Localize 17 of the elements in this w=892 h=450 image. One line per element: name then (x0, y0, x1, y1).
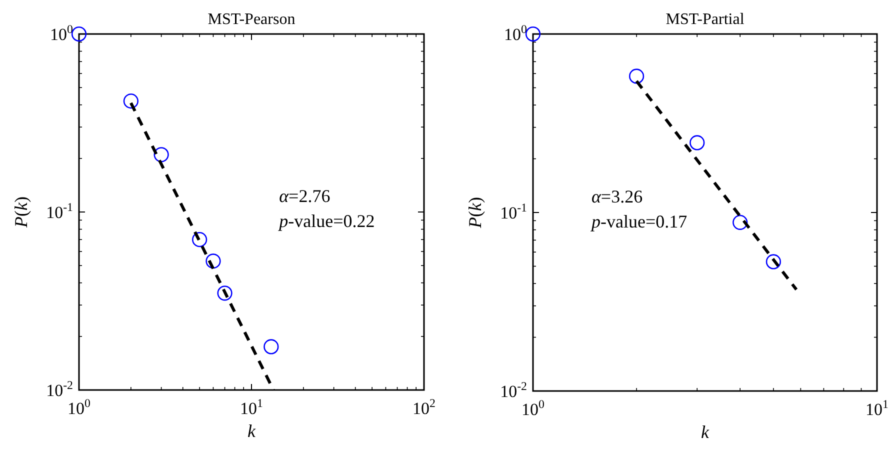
y-axis-title: P(k) (465, 197, 485, 229)
y-tick-label: 10$^{0}$ (50, 22, 74, 44)
x-axis-title: k (701, 422, 710, 442)
x-tick-label: 10$^{2}$ (412, 396, 436, 418)
annotation: α=2.76 (279, 186, 330, 206)
y-tick-label: 10$^{-1}$ (46, 200, 74, 222)
x-tick-label: 10$^{1}$ (866, 397, 889, 419)
y-tick-label: 10$^{0}$ (504, 22, 528, 44)
annotation: α=3.26 (591, 186, 643, 206)
annotation: p-value=0.17 (589, 212, 688, 232)
x-tick-label: 10$^{1}$ (240, 396, 264, 418)
chart-title: MST-Pearson (208, 11, 296, 28)
y-tick-label: 10$^{-1}$ (500, 200, 528, 222)
x-axis-title: k (248, 421, 256, 441)
chart-title: MST-Partial (666, 11, 745, 28)
y-axis-title: P(k) (11, 196, 31, 228)
annotation: p-value=0.22 (277, 211, 375, 231)
